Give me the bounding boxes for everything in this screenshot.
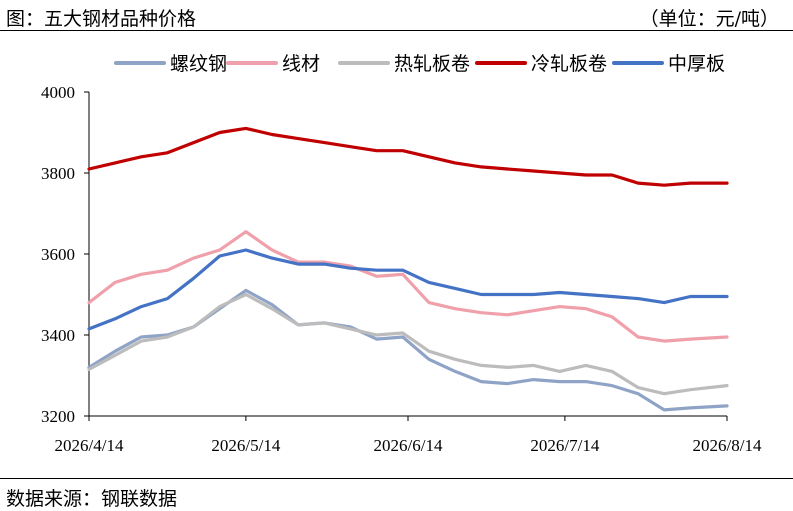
- x-tick-label: 2026/5/14: [211, 436, 280, 455]
- series-line-2: [87, 292, 729, 396]
- series-line-3: [87, 126, 729, 187]
- bottom-rule: [0, 478, 793, 479]
- series-lines: [87, 126, 729, 412]
- x-ticks: 2026/4/14 2026/5/14 2026/6/14 2026/7/14 2026…: [55, 416, 762, 455]
- y-tick-label: 4000: [41, 83, 75, 102]
- y-tick-label: 3800: [41, 164, 75, 183]
- x-tick-label: 2026/8/14: [693, 436, 762, 455]
- legend-label-2: 热轧板卷: [394, 53, 470, 75]
- series-line-1: [87, 230, 729, 343]
- legend-label-4: 中厚板: [668, 53, 725, 75]
- y-tick-label: 3200: [41, 407, 75, 426]
- legend-label-1: 线材: [282, 53, 320, 75]
- unit-label: （单位：元/吨）: [639, 8, 779, 30]
- x-tick-label: 2026/4/14: [55, 436, 124, 455]
- chart-title: 图：五大钢材品种价格: [6, 8, 197, 30]
- x-tick-label: 2026/7/14: [530, 436, 599, 455]
- x-tick-label: 2026/6/14: [374, 436, 443, 455]
- series-line-0: [87, 288, 729, 412]
- y-tick-label: 3600: [41, 245, 75, 264]
- y-ticks: 3200 3400 3600 3800 4000: [41, 83, 89, 426]
- legend-label-3: 冷轧板卷: [531, 53, 607, 75]
- legend-label-0: 螺纹钢: [170, 53, 227, 75]
- series-line-4: [87, 248, 729, 331]
- top-rule: [0, 30, 793, 31]
- legend: 螺纹钢 线材 热轧板卷 冷轧板卷 中厚板: [114, 53, 725, 75]
- data-source: 数据来源：钢联数据: [6, 488, 178, 510]
- y-tick-label: 3400: [41, 326, 75, 345]
